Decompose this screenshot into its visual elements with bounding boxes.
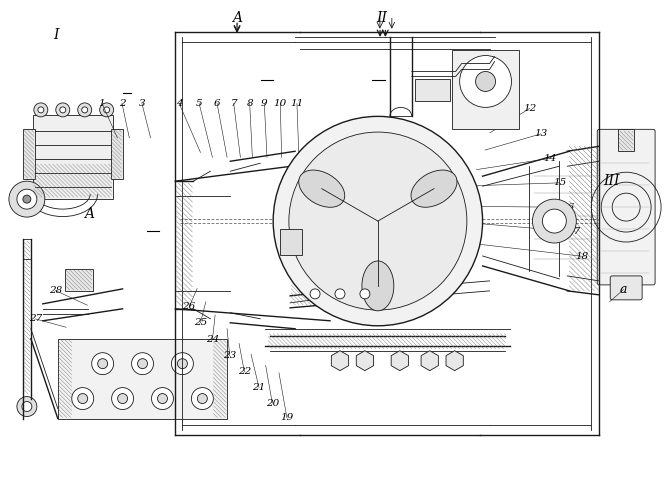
Circle shape bbox=[191, 387, 213, 409]
Bar bbox=[66, 270, 91, 290]
Bar bbox=[34, 164, 111, 197]
Circle shape bbox=[111, 387, 133, 409]
Text: 11: 11 bbox=[290, 99, 303, 108]
Text: III: III bbox=[603, 174, 620, 188]
Text: 12: 12 bbox=[523, 104, 536, 113]
Circle shape bbox=[34, 103, 48, 117]
Circle shape bbox=[82, 107, 87, 113]
Text: 25: 25 bbox=[194, 318, 207, 327]
Ellipse shape bbox=[299, 170, 345, 207]
Circle shape bbox=[151, 387, 173, 409]
Text: 13: 13 bbox=[534, 129, 548, 138]
Text: 21: 21 bbox=[252, 383, 265, 392]
Text: 19: 19 bbox=[280, 413, 293, 422]
Circle shape bbox=[310, 289, 320, 299]
Circle shape bbox=[289, 132, 467, 310]
Circle shape bbox=[460, 55, 512, 108]
Text: 16: 16 bbox=[561, 203, 574, 212]
Text: 15: 15 bbox=[553, 178, 566, 188]
Text: I: I bbox=[53, 28, 58, 42]
Bar bbox=[177, 183, 192, 306]
Text: 22: 22 bbox=[237, 367, 251, 376]
FancyBboxPatch shape bbox=[111, 129, 123, 179]
FancyBboxPatch shape bbox=[597, 129, 655, 285]
Ellipse shape bbox=[411, 170, 457, 207]
Bar bbox=[291, 283, 380, 305]
Bar bbox=[213, 340, 226, 417]
FancyBboxPatch shape bbox=[65, 269, 93, 291]
Circle shape bbox=[177, 359, 187, 369]
Circle shape bbox=[22, 402, 32, 411]
Text: 8: 8 bbox=[246, 99, 253, 108]
Circle shape bbox=[273, 116, 483, 326]
Text: 27: 27 bbox=[29, 314, 42, 324]
Circle shape bbox=[9, 181, 45, 217]
Text: 10: 10 bbox=[273, 99, 287, 108]
Text: A: A bbox=[85, 207, 95, 221]
Circle shape bbox=[60, 107, 66, 113]
Text: 23: 23 bbox=[223, 351, 236, 360]
Circle shape bbox=[17, 397, 37, 416]
Text: 14: 14 bbox=[544, 154, 557, 163]
Circle shape bbox=[117, 394, 127, 404]
Circle shape bbox=[532, 199, 576, 243]
Circle shape bbox=[91, 353, 113, 375]
Circle shape bbox=[56, 103, 70, 117]
Text: 5: 5 bbox=[196, 99, 203, 108]
Text: 20: 20 bbox=[265, 399, 279, 408]
Circle shape bbox=[476, 72, 496, 91]
Circle shape bbox=[360, 289, 370, 299]
Ellipse shape bbox=[362, 261, 394, 311]
FancyBboxPatch shape bbox=[610, 276, 642, 300]
Text: A: A bbox=[232, 11, 242, 25]
Text: 9: 9 bbox=[261, 99, 267, 108]
Circle shape bbox=[38, 107, 44, 113]
FancyBboxPatch shape bbox=[415, 80, 450, 102]
Text: 7: 7 bbox=[230, 99, 237, 108]
Circle shape bbox=[97, 359, 107, 369]
Text: 18: 18 bbox=[576, 252, 589, 261]
Circle shape bbox=[137, 359, 147, 369]
Circle shape bbox=[131, 353, 153, 375]
Bar bbox=[24, 130, 34, 178]
Bar bbox=[59, 340, 72, 417]
Text: 26: 26 bbox=[183, 302, 196, 311]
Circle shape bbox=[99, 103, 113, 117]
FancyBboxPatch shape bbox=[452, 50, 520, 129]
Circle shape bbox=[103, 107, 109, 113]
Text: II: II bbox=[376, 11, 387, 25]
Text: 4: 4 bbox=[176, 99, 183, 108]
Text: a: a bbox=[620, 283, 627, 296]
Circle shape bbox=[17, 189, 37, 209]
FancyBboxPatch shape bbox=[33, 115, 113, 199]
Circle shape bbox=[72, 387, 93, 409]
Circle shape bbox=[157, 394, 167, 404]
Bar bbox=[619, 131, 633, 150]
Circle shape bbox=[197, 394, 207, 404]
Text: 24: 24 bbox=[206, 335, 219, 344]
FancyBboxPatch shape bbox=[280, 229, 302, 255]
Text: 17: 17 bbox=[568, 227, 581, 236]
Text: 6: 6 bbox=[214, 99, 220, 108]
Bar bbox=[111, 130, 121, 178]
Bar bbox=[454, 52, 518, 74]
Circle shape bbox=[542, 209, 566, 233]
Text: 28: 28 bbox=[49, 286, 62, 295]
Bar bbox=[24, 241, 30, 394]
Text: 2: 2 bbox=[119, 99, 125, 108]
Bar bbox=[570, 146, 599, 291]
Text: 3: 3 bbox=[139, 99, 145, 108]
Bar bbox=[281, 230, 301, 254]
Circle shape bbox=[23, 195, 31, 203]
Circle shape bbox=[78, 103, 91, 117]
Text: 1: 1 bbox=[99, 99, 105, 108]
FancyBboxPatch shape bbox=[618, 129, 634, 151]
Circle shape bbox=[78, 394, 87, 404]
Circle shape bbox=[335, 289, 345, 299]
Circle shape bbox=[171, 353, 193, 375]
FancyBboxPatch shape bbox=[23, 129, 35, 179]
Bar bbox=[268, 334, 506, 349]
FancyBboxPatch shape bbox=[58, 339, 227, 418]
